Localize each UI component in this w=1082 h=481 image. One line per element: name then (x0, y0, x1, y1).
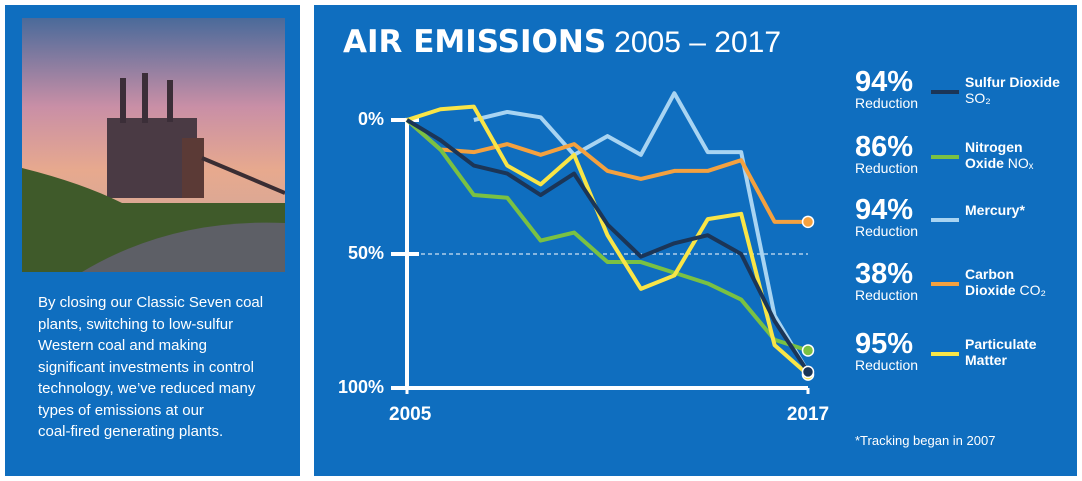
series-formula: NOₓ (1007, 155, 1034, 171)
series-formula: CO₂ (1019, 282, 1046, 298)
legend-percent: 95% (855, 328, 914, 360)
series-name: Particulate Matter (965, 336, 1037, 368)
text-line: coal-fired generating plants. (38, 423, 224, 440)
photo (22, 18, 285, 272)
legend-percent: 94% (855, 66, 914, 98)
series-line (473, 91, 810, 373)
legend-caption: Reduction (855, 223, 919, 239)
series-name: Sulfur Dioxide (965, 74, 1060, 90)
end-marker (801, 365, 815, 379)
y-tick-label: 50% (348, 243, 384, 263)
legend-caption: Reduction (855, 287, 919, 303)
legend-swatch (931, 218, 959, 222)
legend-name: Mercury* (965, 202, 1065, 218)
chart-title: AIR EMISSIONS 2005 – 2017 (343, 24, 781, 60)
legend-entry: 95% Reduction Particulate Matter (855, 330, 1070, 390)
y-tick-label: 0% (358, 109, 384, 129)
text-line: types of emissions at our (38, 401, 204, 419)
legend-name: Particulate Matter (965, 336, 1065, 368)
legend-percent: 94% (855, 194, 914, 226)
series-line (405, 118, 808, 224)
x-tick-label: 2005 (389, 404, 432, 425)
text-line: By closing our Classic Seven coal (38, 294, 264, 311)
text-line: Western coal and making (38, 337, 207, 354)
legend-percent: 86% (855, 131, 914, 163)
text-line: technology, we’ve reduced many (38, 380, 256, 397)
series-line (405, 118, 810, 374)
legend-caption: Reduction (855, 357, 919, 373)
legend-caption: Reduction (855, 95, 919, 111)
series-name: Carbon Dioxide (965, 266, 1016, 298)
legend-name: Sulfur Dioxide SO₂ (965, 74, 1065, 106)
end-marker (801, 215, 815, 229)
series-formula: SO₂ (965, 90, 991, 106)
series-name: Mercury* (965, 202, 1025, 218)
series-line (406, 104, 810, 377)
legend-swatch (931, 352, 959, 356)
legend-entry: 94% Reduction Mercury* (855, 196, 1070, 256)
legend-entry: 38% Reduction Carbon Dioxide CO₂ (855, 260, 1070, 320)
sidebar-text: By closing our Classic Seven coal plants,… (38, 292, 263, 443)
legend-entry: 86% Reduction Nitrogen Oxide NOₓ (855, 133, 1070, 193)
footnote: *Tracking began in 2007 (855, 433, 995, 448)
text-line: plants, switching to low-sulfur (38, 315, 234, 333)
legend-swatch (931, 90, 959, 94)
series-line (405, 118, 809, 353)
legend-swatch (931, 155, 959, 159)
series-name: Nitrogen Oxide (965, 139, 1023, 171)
legend-caption: Reduction (855, 160, 919, 176)
x-tick-label: 2017 (787, 404, 829, 425)
y-tick-label: 100% (338, 377, 384, 397)
end-marker (801, 344, 815, 357)
legend-swatch (931, 282, 959, 286)
legend-percent: 38% (855, 258, 914, 290)
text-line: significant investments in control (38, 358, 254, 376)
legend-name: Carbon Dioxide CO₂ (965, 266, 1065, 298)
legend-name: Nitrogen Oxide NOₓ (965, 139, 1065, 171)
legend-entry: 94% Reduction Sulfur Dioxide SO₂ (855, 68, 1070, 128)
